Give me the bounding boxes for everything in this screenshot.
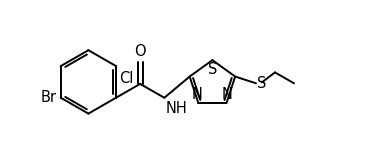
- Text: S: S: [257, 76, 267, 91]
- Text: Br: Br: [41, 90, 57, 105]
- Text: O: O: [134, 44, 146, 59]
- Text: Cl: Cl: [119, 71, 133, 86]
- Text: S: S: [208, 62, 217, 77]
- Text: NH: NH: [165, 101, 187, 116]
- Text: N: N: [222, 87, 233, 102]
- Text: N: N: [192, 87, 203, 102]
